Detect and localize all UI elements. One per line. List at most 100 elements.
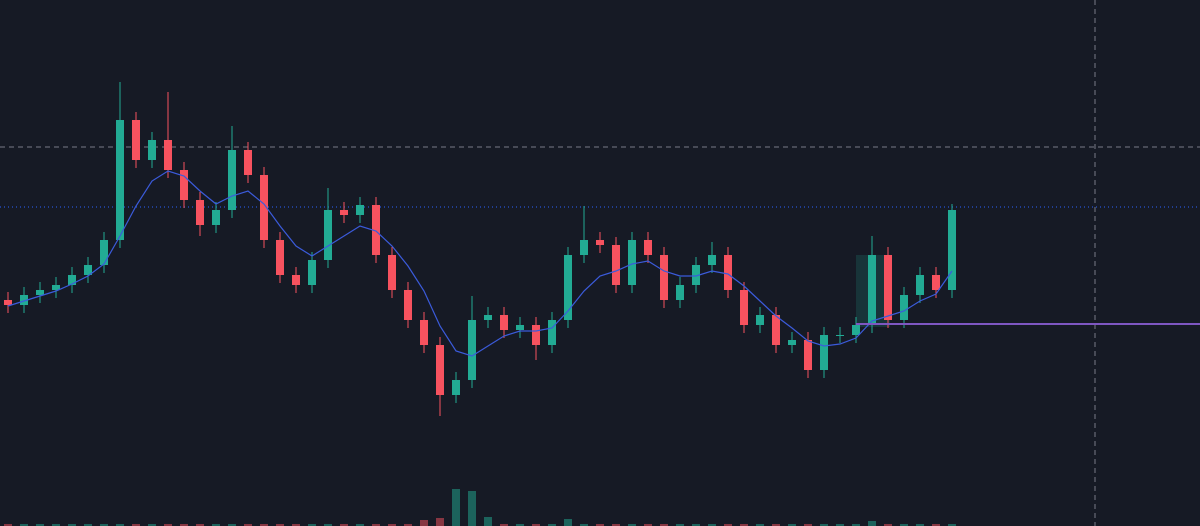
candle-body (148, 140, 156, 160)
volume-bar (68, 524, 76, 526)
volume-bar (788, 524, 796, 526)
candle-body (580, 240, 588, 255)
candle-body (52, 285, 60, 290)
candle-body (564, 255, 572, 320)
candle-body (772, 315, 780, 345)
candle-body (356, 205, 364, 215)
volume-bar (164, 524, 172, 526)
candle-body (596, 240, 604, 245)
volume-bar (692, 524, 700, 526)
volume-bar (724, 524, 732, 526)
volume-bar (740, 524, 748, 526)
volume-bar (324, 524, 332, 526)
volume-bar (452, 489, 460, 526)
volume-bar (340, 524, 348, 526)
volume-bar (628, 524, 636, 526)
candle-body (4, 300, 12, 305)
candle-body (180, 170, 188, 200)
candle-body (916, 275, 924, 295)
volume-bar (100, 524, 108, 526)
candle-body (436, 345, 444, 395)
volume-bar (404, 524, 412, 526)
candle-body (932, 275, 940, 290)
candle-body (292, 275, 300, 285)
candle-body (868, 255, 876, 325)
volume-bar (900, 524, 908, 526)
volume-bar (196, 524, 204, 526)
candle-body (852, 325, 860, 335)
volume-bar (500, 524, 508, 526)
candle-body (164, 140, 172, 170)
candle-body (244, 150, 252, 175)
candle-body (724, 255, 732, 290)
volume-bar (676, 524, 684, 526)
volume-bar (868, 521, 876, 526)
candle-body (644, 240, 652, 255)
candle-body (756, 315, 764, 325)
candle-body (308, 260, 316, 285)
candle-body (388, 255, 396, 290)
volume-bar (116, 524, 124, 526)
volume-bar (836, 524, 844, 526)
candle-body (676, 285, 684, 300)
candle-body (260, 175, 268, 240)
candle-body (708, 255, 716, 265)
candle-body (660, 255, 668, 300)
candle-body (196, 200, 204, 225)
candle-body (740, 290, 748, 325)
candle-body (612, 245, 620, 285)
candle-body (788, 340, 796, 345)
candle-body (500, 315, 508, 330)
candle-body (228, 150, 236, 210)
volume-bar (612, 524, 620, 526)
candle-body (212, 210, 220, 225)
volume-bar (852, 524, 860, 526)
volume-bar (548, 524, 556, 526)
volume-bar (516, 524, 524, 526)
volume-bar (292, 524, 300, 526)
volume-bar (756, 524, 764, 526)
moving-average (7, 170, 953, 357)
candle-body (116, 120, 124, 240)
candle-body (20, 295, 28, 305)
candle-body (532, 325, 540, 345)
volume-bar (772, 524, 780, 526)
volume-bar (532, 524, 540, 526)
volume-bar (420, 520, 428, 526)
candle-body (132, 120, 140, 160)
candle-body (836, 335, 844, 336)
candle-body (340, 210, 348, 215)
volume-bar (228, 524, 236, 526)
volume-bar (308, 524, 316, 526)
candle-body (100, 240, 108, 265)
volume-bar (596, 524, 604, 526)
volume-bar (132, 524, 140, 526)
candle-body (948, 210, 956, 290)
candle-body (84, 265, 92, 275)
candle-body (884, 255, 892, 320)
volume-bar (644, 524, 652, 526)
volume-bar (84, 524, 92, 526)
volume-bar (180, 524, 188, 526)
volume-bar (436, 518, 444, 526)
candle-body (804, 340, 812, 370)
candle-body (820, 335, 828, 370)
volume-bar (916, 524, 924, 526)
candle-body (324, 210, 332, 260)
volume-bar (820, 524, 828, 526)
volume-bar (468, 491, 476, 526)
candle-body (484, 315, 492, 320)
candle-body (516, 325, 524, 330)
volume-bar (884, 524, 892, 526)
candle-body (900, 295, 908, 320)
volume-bar (580, 524, 588, 526)
candle-body (68, 275, 76, 285)
candle-body (548, 320, 556, 345)
volume-bar (20, 524, 28, 526)
volume-bar (932, 524, 940, 526)
candle-body (452, 380, 460, 395)
candle-body (276, 240, 284, 275)
